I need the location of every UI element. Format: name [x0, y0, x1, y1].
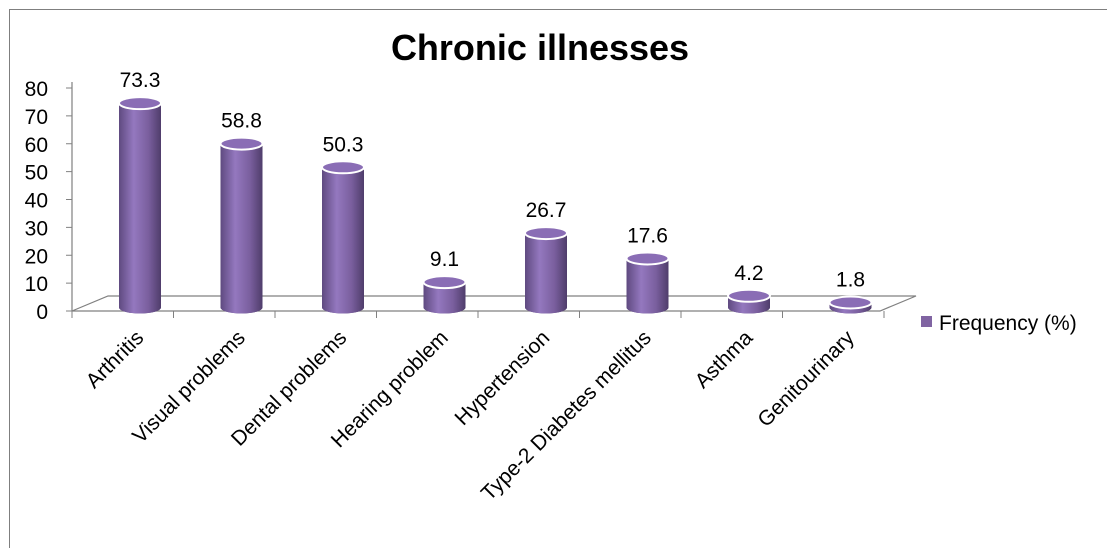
- legend-swatch: [921, 316, 932, 327]
- chart-floor: [72, 296, 916, 311]
- bar-top: [424, 276, 466, 288]
- y-tick-label: 50: [25, 162, 48, 185]
- bar: [119, 97, 161, 313]
- bar-top: [221, 138, 263, 150]
- legend: Frequency (%): [921, 312, 1077, 335]
- legend-label: Frequency (%): [939, 312, 1077, 335]
- bar-body: [221, 144, 263, 314]
- y-tick-label: 10: [25, 273, 48, 296]
- y-tick-label: 70: [25, 106, 48, 129]
- bar: [627, 252, 669, 313]
- data-label: 26.7: [526, 199, 567, 222]
- bar: [322, 161, 364, 313]
- y-tick-label: 40: [25, 190, 48, 213]
- y-tick-label: 80: [25, 78, 48, 101]
- bar: [830, 296, 872, 313]
- bar-top: [119, 97, 161, 109]
- data-label: 50.3: [323, 133, 364, 156]
- y-tick-label: 30: [25, 217, 48, 240]
- y-tick-label: 60: [25, 134, 48, 157]
- data-label: 9.1: [430, 248, 459, 271]
- bar-top: [728, 290, 770, 302]
- bar: [424, 276, 466, 313]
- bar-top: [322, 161, 364, 173]
- data-label: 4.2: [734, 262, 763, 285]
- data-label: 17.6: [627, 224, 668, 247]
- bar: [728, 290, 770, 314]
- bar-body: [627, 258, 669, 313]
- data-label: 58.8: [221, 110, 262, 133]
- chart-title: Chronic illnesses: [391, 27, 689, 68]
- bar-body: [119, 103, 161, 313]
- data-label: 73.3: [120, 69, 161, 92]
- y-tick-label: 0: [36, 301, 48, 324]
- bar-top: [627, 252, 669, 264]
- bar-top: [830, 296, 872, 308]
- bar: [221, 138, 263, 314]
- data-label: 1.8: [836, 268, 865, 291]
- bar-body: [525, 233, 567, 313]
- bar-top: [525, 227, 567, 239]
- chart-floor-layer: [72, 296, 916, 311]
- bar-body: [322, 167, 364, 313]
- y-tick-label: 20: [25, 245, 48, 268]
- bar: [525, 227, 567, 313]
